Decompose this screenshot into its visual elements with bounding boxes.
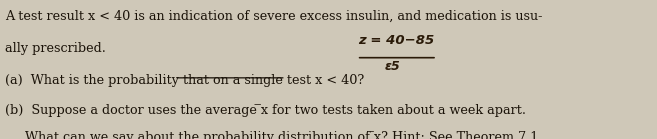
Text: (a)  What is the probability that on a single test x < 40?: (a) What is the probability that on a si…: [5, 74, 365, 87]
Text: ally prescribed.: ally prescribed.: [5, 42, 106, 55]
Text: A test result x < 40 is an indication of severe excess insulin, and medication i: A test result x < 40 is an indication of…: [5, 10, 543, 23]
Text: What can we say about the probability distribution of ̅x? Hint: See Theorem 7.1.: What can we say about the probability di…: [5, 131, 543, 139]
Text: (b)  Suppose a doctor uses the average ̅x for two tests taken about a week apart: (b) Suppose a doctor uses the average ̅x…: [5, 104, 526, 117]
Text: z = 40−85: z = 40−85: [358, 34, 434, 47]
Text: ε5: ε5: [384, 60, 400, 74]
